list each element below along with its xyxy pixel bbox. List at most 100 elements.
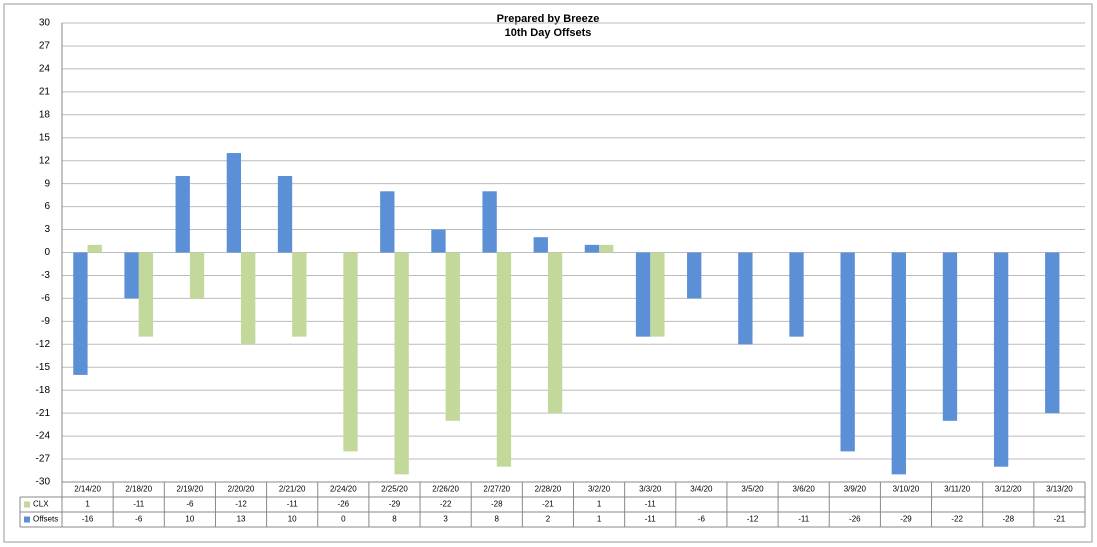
table-value: 0 xyxy=(341,515,346,524)
bar xyxy=(292,252,307,337)
y-tick-label: -3 xyxy=(41,270,50,281)
x-tick-label: 3/6/20 xyxy=(793,485,816,494)
table-value: -16 xyxy=(82,515,94,524)
x-tick-label: 3/5/20 xyxy=(741,485,764,494)
table-value: -26 xyxy=(338,500,350,509)
x-tick-label: 2/19/20 xyxy=(177,485,204,494)
bar xyxy=(635,252,651,337)
x-tick-label: 3/4/20 xyxy=(690,485,713,494)
y-tick-label: -12 xyxy=(36,339,51,350)
y-tick-label: 9 xyxy=(44,178,50,189)
x-tick-label: 2/18/20 xyxy=(125,485,152,494)
table-value: -6 xyxy=(135,515,143,524)
bar xyxy=(138,252,154,337)
y-tick-label: -15 xyxy=(36,362,51,373)
chart-border xyxy=(3,3,1093,543)
bar xyxy=(1045,252,1060,414)
table-value: -28 xyxy=(491,500,503,509)
bar xyxy=(175,176,190,253)
bar xyxy=(226,153,242,253)
table-value: -6 xyxy=(186,500,194,509)
y-tick-label: 27 xyxy=(39,41,51,52)
bar xyxy=(533,237,548,253)
x-tick-label: 2/27/20 xyxy=(483,485,510,494)
table-value: 3 xyxy=(443,515,448,524)
bar xyxy=(650,252,665,337)
y-tick-label: -30 xyxy=(36,477,51,488)
table-value: -28 xyxy=(1002,515,1014,524)
x-tick-label: 3/3/20 xyxy=(639,485,662,494)
bar xyxy=(738,252,753,345)
x-tick-label: 2/25/20 xyxy=(381,485,408,494)
bar xyxy=(343,252,358,452)
y-tick-label: 3 xyxy=(44,224,50,235)
y-tick-label: -9 xyxy=(41,316,50,327)
table-value: -11 xyxy=(645,500,657,509)
y-tick-label: -24 xyxy=(36,431,51,442)
table-value: -26 xyxy=(849,515,861,524)
bar xyxy=(840,252,855,452)
bar xyxy=(380,191,395,253)
table-value: -11 xyxy=(798,515,810,524)
x-tick-label: 3/12/20 xyxy=(995,485,1022,494)
table-value: 1 xyxy=(597,515,602,524)
bar xyxy=(496,252,512,467)
x-tick-label: 2/28/20 xyxy=(535,485,562,494)
table-value: -11 xyxy=(133,500,145,509)
y-tick-label: 6 xyxy=(44,201,50,212)
bar xyxy=(241,252,256,345)
x-tick-label: 2/24/20 xyxy=(330,485,357,494)
x-tick-label: 2/14/20 xyxy=(74,485,101,494)
legend-label: Offsets xyxy=(33,515,58,524)
table-value: 10 xyxy=(185,515,194,524)
x-tick-label: 3/11/20 xyxy=(944,485,971,494)
bar xyxy=(431,229,446,253)
table-value: -12 xyxy=(747,515,759,524)
bar xyxy=(73,252,88,375)
x-tick-label: 3/10/20 xyxy=(893,485,920,494)
bar xyxy=(993,252,1009,467)
y-tick-label: 24 xyxy=(39,64,51,75)
table-value: -11 xyxy=(287,500,299,509)
bar xyxy=(482,191,497,253)
chart-title: Prepared by Breeze xyxy=(497,13,600,25)
x-tick-label: 2/26/20 xyxy=(432,485,459,494)
bar xyxy=(789,252,804,337)
table-value: 10 xyxy=(288,515,297,524)
table-value: -29 xyxy=(389,500,401,509)
bar xyxy=(599,244,614,253)
y-tick-label: -27 xyxy=(36,454,51,465)
x-tick-label: 2/20/20 xyxy=(228,485,255,494)
x-tick-label: 3/9/20 xyxy=(844,485,867,494)
y-tick-label: 21 xyxy=(39,86,51,97)
y-tick-label: 18 xyxy=(39,109,51,120)
chart-subtitle: 10th Day Offsets xyxy=(505,27,592,39)
bar xyxy=(189,252,205,299)
x-tick-label: 3/13/20 xyxy=(1046,485,1073,494)
y-tick-label: 15 xyxy=(39,132,51,143)
table-value: 2 xyxy=(546,515,551,524)
legend-label: CLX xyxy=(33,500,49,509)
bar xyxy=(124,252,139,299)
y-tick-label: 0 xyxy=(44,247,50,258)
y-tick-label: 30 xyxy=(39,18,51,29)
table-value: -22 xyxy=(440,500,452,509)
y-tick-label: 12 xyxy=(39,155,51,166)
table-value: -12 xyxy=(235,500,247,509)
bar xyxy=(277,176,293,253)
bar xyxy=(87,244,102,253)
bar xyxy=(687,252,702,299)
y-tick-label: -18 xyxy=(36,385,51,396)
bar xyxy=(547,252,563,414)
legend-swatch xyxy=(24,516,30,523)
table-value: 1 xyxy=(85,500,90,509)
table-value: -29 xyxy=(900,515,912,524)
table-value: -22 xyxy=(951,515,963,524)
y-tick-label: -6 xyxy=(41,293,50,304)
table-value: 8 xyxy=(495,515,500,524)
bar xyxy=(942,252,958,421)
table-value: -11 xyxy=(645,515,657,524)
bar xyxy=(445,252,460,421)
x-tick-label: 3/2/20 xyxy=(588,485,611,494)
